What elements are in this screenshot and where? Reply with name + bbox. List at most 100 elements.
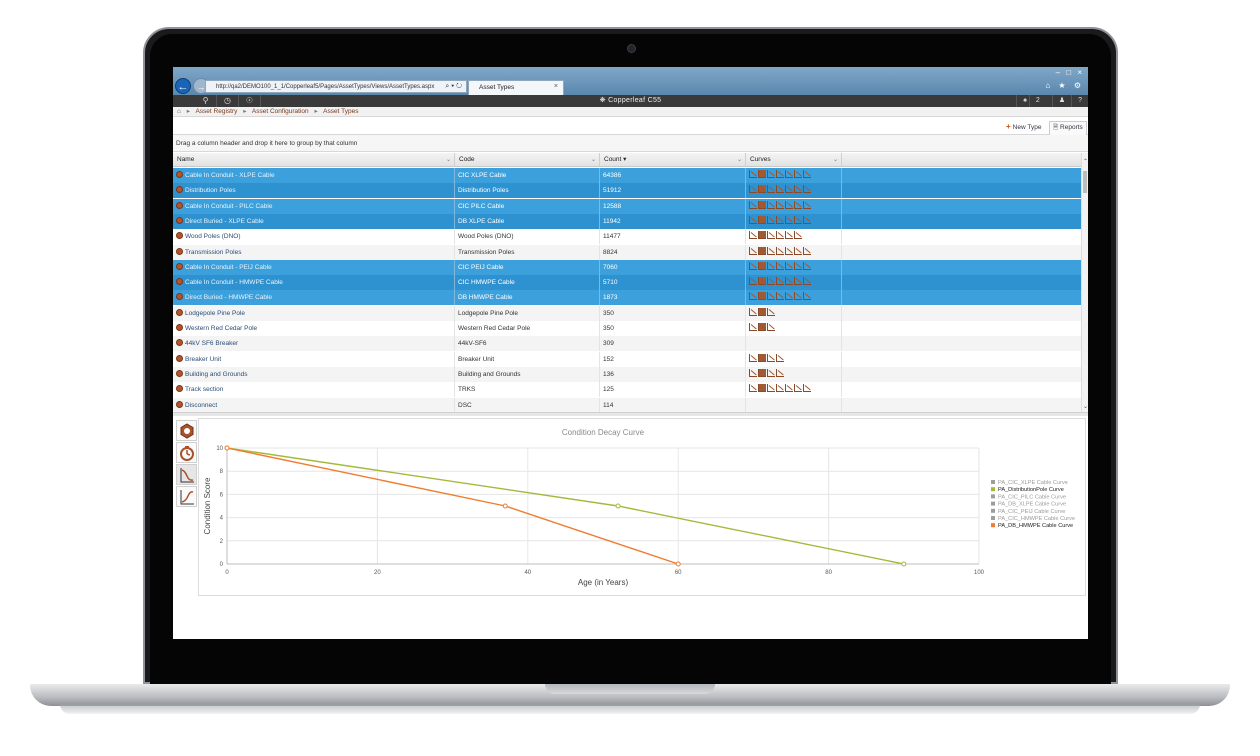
cell-name[interactable]: Direct Buried - XLPE Cable <box>173 213 455 229</box>
group-by-panel[interactable]: Drag a column header and drop it here to… <box>173 135 1088 152</box>
table-row[interactable]: Wood Poles (DNO) Wood Poles (DNO) 11477 <box>173 229 1081 245</box>
help-icon[interactable]: ? <box>1071 95 1088 107</box>
tab-close-icon[interactable]: × <box>553 83 558 90</box>
asset-type-name-link[interactable]: Cable In Conduit - XLPE Cable <box>185 172 275 179</box>
legend-entry[interactable]: PA_CIC_PILC Cable Curve <box>998 494 1066 500</box>
table-row[interactable]: Building and Grounds Building and Grounds… <box>173 366 1081 382</box>
window-controls[interactable]: – □ × <box>1055 68 1084 77</box>
panel-splitter[interactable] <box>173 412 1088 416</box>
legend-entry[interactable]: PA_CIC_HMWPE Cable Curve <box>998 516 1075 522</box>
cell-name[interactable]: Cable In Conduit - XLPE Cable <box>173 168 455 183</box>
cell-name[interactable]: Breaker Unit <box>173 351 455 367</box>
curve-icon[interactable] <box>776 215 784 224</box>
curve-icon[interactable] <box>749 261 757 270</box>
curve-icon[interactable] <box>794 185 802 194</box>
curve-icon[interactable] <box>767 246 775 255</box>
curve-icon[interactable] <box>758 323 766 331</box>
asset-type-name-link[interactable]: Lodgepole Pine Pole <box>185 309 245 317</box>
curve-icon[interactable] <box>794 231 802 240</box>
new-type-button[interactable]: + New Type <box>1006 122 1041 131</box>
table-row[interactable]: Cable In Conduit - HMWPE Cable CIC HMWPE … <box>173 275 1081 291</box>
curve-icon[interactable] <box>794 277 802 286</box>
curve-icon[interactable] <box>776 277 784 286</box>
curve-icon[interactable] <box>803 277 811 286</box>
table-row[interactable]: Breaker Unit Breaker Unit 152 <box>173 351 1081 367</box>
asset-type-name-link[interactable]: Disconnect <box>185 401 218 409</box>
table-row[interactable]: 44kV SF6 Breaker 44kV-SF6 309 <box>173 336 1081 352</box>
curve-icon[interactable] <box>794 246 802 255</box>
curve-icon[interactable] <box>767 368 775 377</box>
curve-icon[interactable] <box>776 261 784 270</box>
curve-icon[interactable] <box>776 292 784 301</box>
curve-icon[interactable] <box>776 231 784 240</box>
browser-tab[interactable]: Asset Types × <box>468 80 564 95</box>
cell-name[interactable]: Cable In Conduit - PEIJ Cable <box>173 259 455 275</box>
curve-icon[interactable] <box>767 200 775 209</box>
curve-icon[interactable] <box>758 185 766 194</box>
table-row[interactable]: Track section TRKS 125 <box>173 382 1081 398</box>
curve-icon[interactable] <box>758 353 766 362</box>
notifications-button[interactable]: ♠ 2 <box>1016 95 1052 107</box>
table-row[interactable]: Distribution Poles Distribution Poles 5191… <box>173 183 1081 199</box>
cell-name[interactable]: 44kV SF6 Breaker <box>173 336 455 352</box>
legend-entry[interactable]: PA_CIC_PEIJ Cable Curve <box>998 509 1065 515</box>
legend-entry[interactable]: PA_DB_XLPE Cable Curve <box>998 502 1066 508</box>
curve-icon[interactable] <box>758 384 766 393</box>
scroll-up-icon[interactable]: ⌃ <box>1082 159 1088 165</box>
curve-icon[interactable] <box>803 185 811 194</box>
curve-icon[interactable] <box>767 170 775 178</box>
curve-icon[interactable] <box>776 368 784 377</box>
home-icon[interactable]: ⌂ <box>177 108 181 115</box>
curve-icon[interactable] <box>749 353 757 362</box>
curve-icon[interactable] <box>785 277 793 286</box>
curve-icon[interactable] <box>794 200 802 209</box>
curve-icon[interactable] <box>785 170 793 178</box>
table-row[interactable]: Direct Buried - HMWPE Cable DB HMWPE Cabl… <box>173 290 1081 306</box>
search-icon[interactable]: ⚲ <box>195 95 217 107</box>
growth-curve-tool-icon[interactable] <box>176 486 197 507</box>
breadcrumb-asset-registry[interactable]: Asset Registry <box>195 108 238 115</box>
table-row[interactable]: Cable In Conduit - PILC Cable CIC PILC Ca… <box>173 198 1081 214</box>
table-row[interactable]: Disconnect DSC 114 <box>173 397 1081 412</box>
curve-icon[interactable] <box>776 353 784 362</box>
curve-icon[interactable] <box>758 277 766 286</box>
table-row[interactable]: Direct Buried - XLPE Cable DB XLPE Cable 1… <box>173 213 1081 229</box>
column-header-curves[interactable]: Curves ⌄ <box>746 153 842 167</box>
curve-icon[interactable] <box>749 231 757 240</box>
curve-icon[interactable] <box>767 277 775 286</box>
curve-icon[interactable] <box>767 307 775 316</box>
curve-icon[interactable] <box>767 185 775 194</box>
curve-icon[interactable] <box>767 384 775 393</box>
curve-icon[interactable] <box>803 200 811 209</box>
asset-type-name-link[interactable]: Transmission Poles <box>185 248 242 256</box>
cell-name[interactable]: Distribution Poles <box>173 183 455 199</box>
filter-icon[interactable]: ⌄ <box>445 157 451 163</box>
legend-entry[interactable]: PA_CIC_XLPE Cable Curve <box>998 480 1068 486</box>
asset-type-name-link[interactable]: Track section <box>185 386 224 394</box>
curve-icon[interactable] <box>758 215 766 224</box>
curve-icon[interactable] <box>749 200 757 209</box>
curve-icon[interactable] <box>776 384 784 393</box>
curve-icon[interactable] <box>758 292 766 301</box>
table-row[interactable]: Lodgepole Pine Pole Lodgepole Pine Pole 35… <box>173 305 1081 321</box>
curve-icon[interactable] <box>749 277 757 286</box>
curve-icon[interactable] <box>803 215 811 224</box>
curve-icon[interactable] <box>794 215 802 224</box>
filter-icon[interactable]: ⌄ <box>832 157 838 163</box>
curve-icon[interactable] <box>767 215 775 224</box>
curve-icon[interactable] <box>767 353 775 362</box>
breadcrumb-asset-configuration[interactable]: Asset Configuration <box>251 108 309 115</box>
asset-type-name-link[interactable]: Western Red Cedar Pole <box>185 325 258 332</box>
table-row[interactable]: Western Red Cedar Pole Western Red Cedar … <box>173 321 1081 336</box>
column-header-count[interactable]: Count ▾ ⌄ <box>600 153 746 167</box>
asset-type-name-link[interactable]: Wood Poles (DNO) <box>185 233 241 241</box>
decay-curve-tool-icon[interactable] <box>176 464 197 485</box>
curve-icon[interactable] <box>758 261 766 270</box>
cell-name[interactable]: Disconnect <box>173 397 455 412</box>
curve-icon[interactable] <box>803 170 811 178</box>
table-row[interactable]: Cable In Conduit - XLPE Cable CIC XLPE Ca… <box>173 168 1081 183</box>
cell-name[interactable]: Western Red Cedar Pole <box>173 321 455 336</box>
curve-icon[interactable] <box>749 292 757 301</box>
legend-entry[interactable]: PA_DB_HMWPE Cable Curve <box>998 523 1073 529</box>
browser-tools-icons[interactable]: ⌂ ★ ⚙ <box>1045 81 1084 90</box>
